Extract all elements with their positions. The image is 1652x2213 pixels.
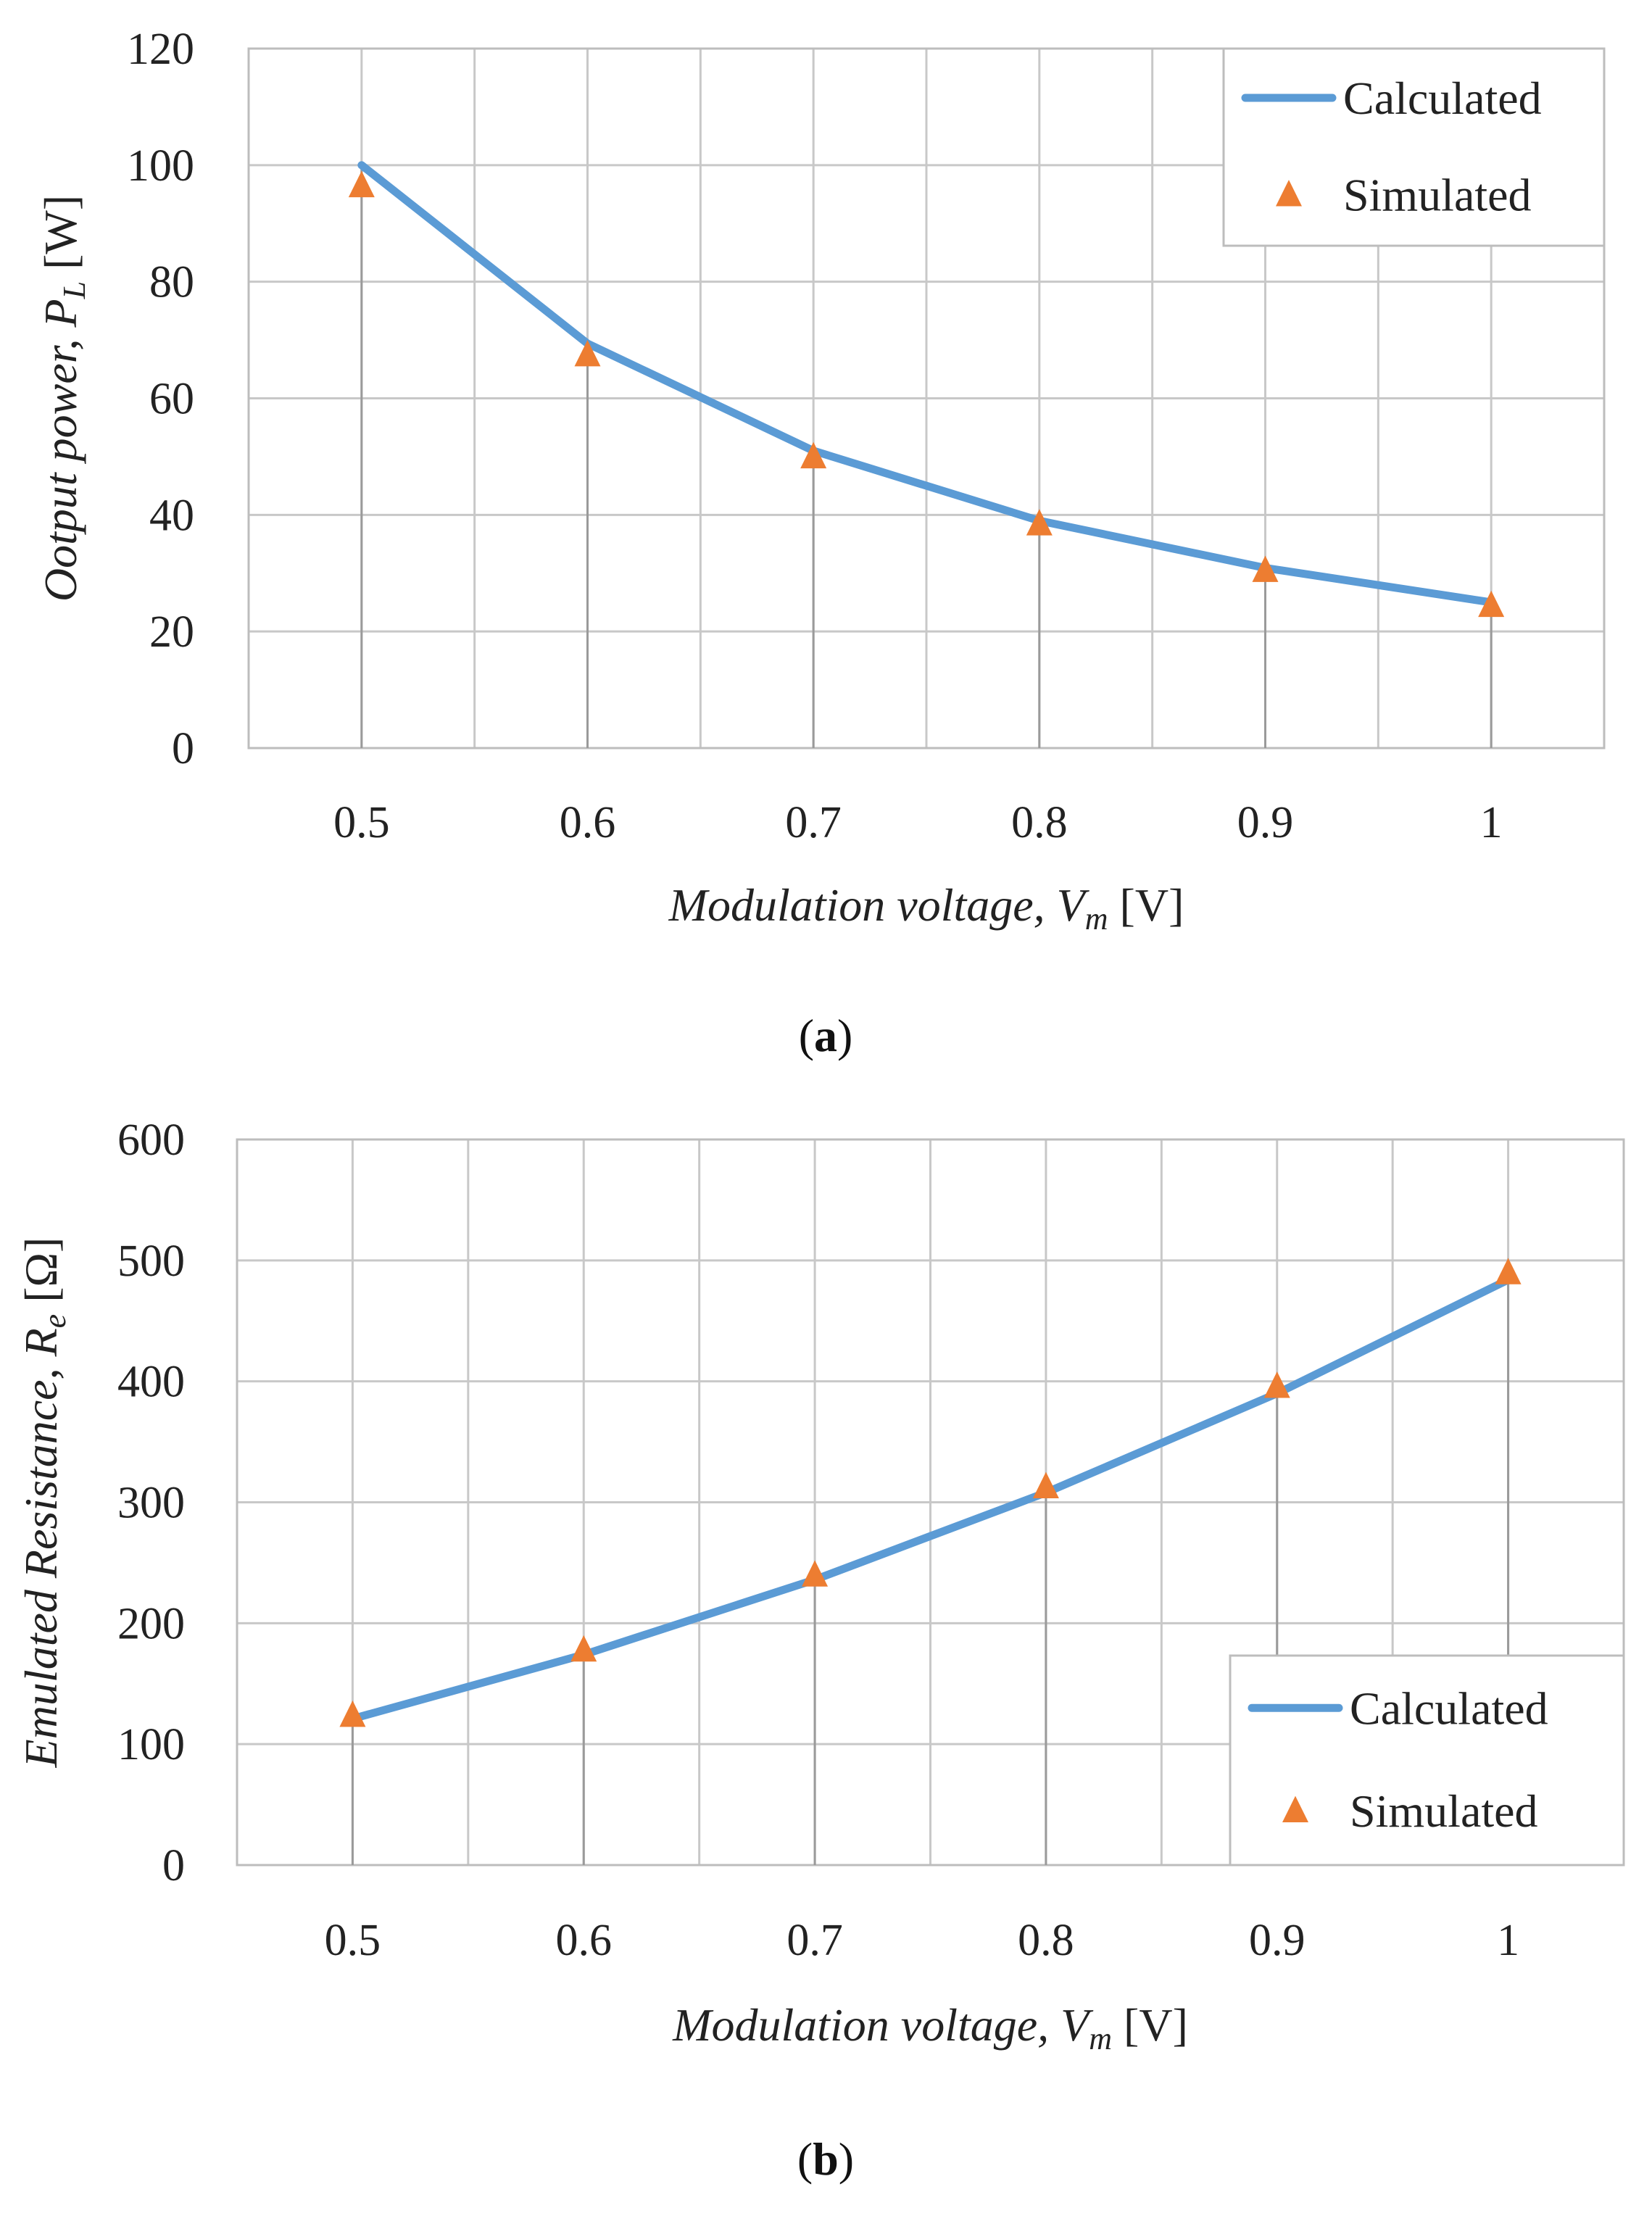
x-tick-label: 1 [1480, 798, 1503, 847]
y-tick-label: 100 [127, 141, 194, 191]
x-axis-label: Modulation voltage, Vm [V] [672, 1999, 1188, 2056]
y-tick-label: 0 [172, 724, 194, 773]
series-simulated [339, 1258, 1522, 1727]
simulated-point [1026, 509, 1053, 536]
plot-frame [247, 47, 1606, 750]
y-tick-label: 100 [117, 1720, 185, 1769]
simulated-point [1252, 555, 1279, 582]
simulated-point [800, 441, 827, 469]
y-axis-label: Ootput power, PL [W] [35, 195, 92, 602]
y-tick-label: 200 [117, 1599, 185, 1648]
plot-frame [236, 1138, 1625, 1867]
panel-label: (b) [797, 2133, 854, 2185]
legend-simulated-label: Simulated [1350, 1785, 1538, 1837]
x-tick-label: 0.8 [1018, 1916, 1074, 1965]
x-tick-label: 1 [1497, 1916, 1519, 1965]
y-tick-label: 400 [117, 1358, 185, 1407]
x-tick-label: 0.9 [1237, 798, 1294, 847]
legend-box [1229, 1654, 1625, 1867]
x-tick-label: 0.8 [1011, 798, 1068, 847]
x-tick-label: 0.6 [560, 798, 616, 847]
y-tick-label: 500 [117, 1237, 185, 1286]
chart-b: 0 100 200 300 400 500 600 0.5 0.6 0.7 0.8 0.9 1 Modul… [15, 1116, 1625, 2185]
y-tick-label: 20 [149, 607, 194, 657]
legend-box [1222, 47, 1606, 247]
x-tick-label: 0.9 [1249, 1916, 1306, 1965]
legend: Calculated Simulated [1222, 47, 1606, 247]
y-tick-label: 120 [127, 25, 194, 74]
y-tick-label: 300 [117, 1479, 185, 1528]
simulated-point [1495, 1258, 1522, 1284]
series-simulated [348, 170, 1505, 618]
x-tick-label: 0.5 [333, 798, 390, 847]
chart-a: 0 20 40 60 80 100 120 0.5 0.6 0.7 0.8 0.9 1 Modulatio… [35, 25, 1606, 1061]
x-axis-label: Modulation voltage, Vm [V] [668, 879, 1184, 937]
series-calculated-line [348, 1276, 1513, 1723]
simulated-point [1263, 1371, 1290, 1398]
series-calculated-line [357, 161, 1495, 607]
x-tick-label: 0.6 [556, 1916, 613, 1965]
panel-label: (a) [799, 1010, 853, 1061]
y-tick-label: 600 [117, 1116, 185, 1165]
y-tick-label: 0 [162, 1841, 185, 1890]
simulated-point [1478, 590, 1505, 618]
y-tick-label: 60 [149, 375, 194, 424]
legend-calculated-label: Calculated [1350, 1682, 1548, 1734]
simulated-point [570, 1635, 597, 1662]
y-axis-label: Emulated Resistance, Re [Ω] [15, 1237, 72, 1769]
x-tick-label: 0.7 [785, 798, 842, 847]
simulated-point [348, 170, 375, 198]
simulated-point [802, 1560, 829, 1587]
y-tick-label: 40 [149, 491, 194, 540]
y-tick-label: 80 [149, 258, 194, 307]
gridlines [247, 47, 1606, 750]
simulated-point [574, 339, 601, 367]
simulated-point [339, 1700, 366, 1727]
simulated-point [1032, 1471, 1059, 1499]
legend-simulated-swatch [1276, 180, 1302, 207]
legend-simulated-label: Simulated [1343, 169, 1532, 220]
legend: Calculated Simulated [1229, 1654, 1625, 1867]
drop-lines [360, 165, 1493, 748]
legend-simulated-swatch [1282, 1795, 1308, 1823]
legend-calculated-label: Calculated [1343, 72, 1542, 124]
x-tick-label: 0.7 [786, 1916, 843, 1965]
x-tick-label: 0.5 [325, 1916, 381, 1965]
